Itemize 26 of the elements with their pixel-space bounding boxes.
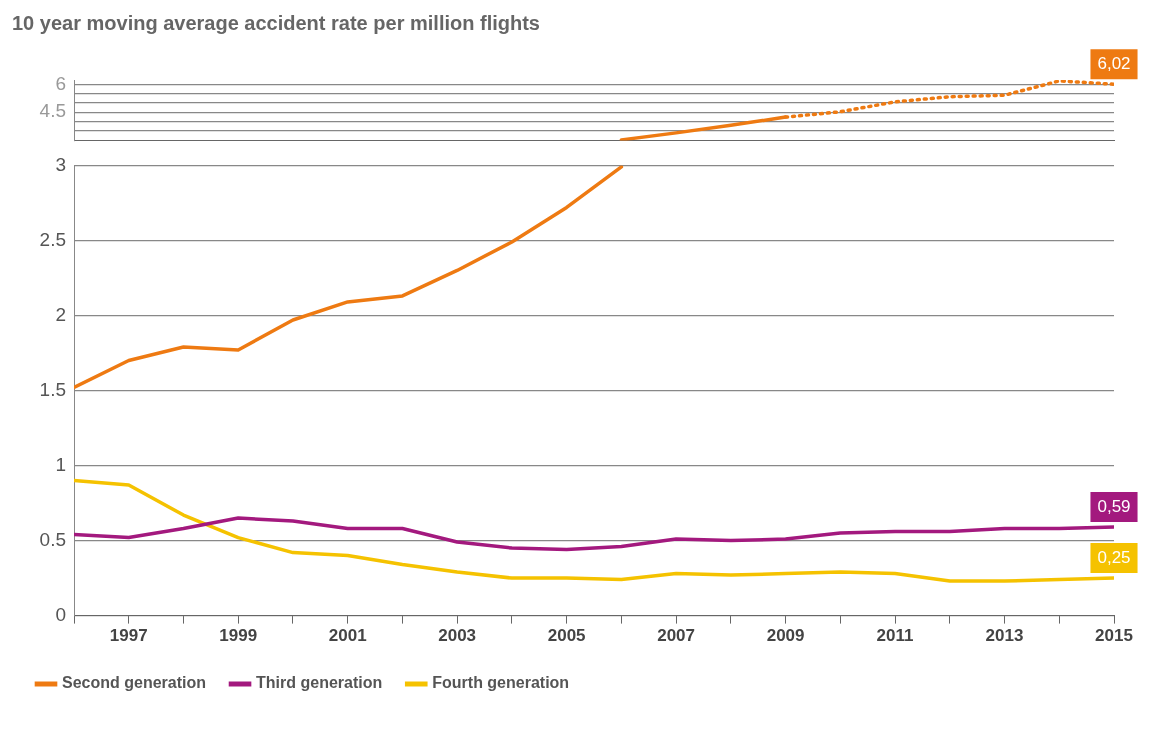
y-tick-label: 2 xyxy=(55,303,66,325)
legend-label: Third generation xyxy=(256,674,383,692)
y-tick-label: 1.5 xyxy=(39,378,66,400)
x-tick-label: 2003 xyxy=(438,626,477,646)
x-tick-label: 2001 xyxy=(328,626,367,646)
x-tick-label: 1997 xyxy=(109,626,148,646)
x-tick-label: 1999 xyxy=(219,626,258,646)
x-tick-label: 2005 xyxy=(547,626,586,646)
legend-label: Second generation xyxy=(62,674,207,692)
x-tick-label: 2013 xyxy=(985,626,1024,646)
chart-title: 10 year moving average accident rate per million flights xyxy=(12,11,540,34)
y-tick-label: 2.5 xyxy=(39,228,66,250)
y-tick-label: 3 xyxy=(55,153,66,175)
x-tick-label: 2015 xyxy=(1095,626,1133,646)
data-label: 6,02 xyxy=(1097,53,1131,73)
x-tick-label: 2009 xyxy=(766,626,805,646)
y-tick-label: 4.5 xyxy=(39,100,66,122)
y-tick-label: 1 xyxy=(55,453,66,475)
y-tick-label: 0 xyxy=(55,603,66,625)
data-label: 0,25 xyxy=(1097,547,1131,567)
x-tick-label: 2011 xyxy=(876,626,914,646)
legend-label: Fourth generation xyxy=(432,674,570,692)
y-tick-label: 6 xyxy=(55,72,66,94)
data-label: 0,59 xyxy=(1097,496,1131,516)
x-tick-label: 2007 xyxy=(657,626,696,646)
y-tick-label: 0.5 xyxy=(39,528,66,550)
